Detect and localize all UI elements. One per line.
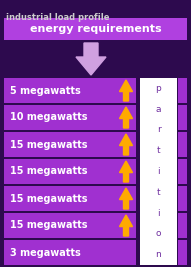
Text: 15 megawatts: 15 megawatts — [10, 139, 87, 150]
Bar — [4, 159, 136, 184]
Bar — [4, 240, 136, 265]
Text: 15 megawatts: 15 megawatts — [10, 221, 87, 230]
Bar — [140, 78, 177, 265]
Text: i: i — [157, 209, 160, 218]
Polygon shape — [120, 107, 133, 128]
Text: t: t — [157, 146, 160, 155]
Bar — [4, 186, 136, 211]
Polygon shape — [120, 80, 133, 101]
Bar — [4, 78, 136, 103]
Text: r: r — [157, 125, 160, 135]
Bar — [178, 186, 187, 211]
Text: 15 megawatts: 15 megawatts — [10, 194, 87, 203]
Bar — [178, 105, 187, 130]
Polygon shape — [120, 134, 133, 155]
Bar — [178, 132, 187, 157]
Text: i: i — [157, 167, 160, 176]
Text: 3 megawatts: 3 megawatts — [10, 248, 81, 257]
Text: p: p — [156, 84, 161, 93]
Bar — [178, 78, 187, 103]
Polygon shape — [120, 161, 133, 182]
Text: t: t — [157, 188, 160, 197]
Bar — [178, 213, 187, 238]
Text: o: o — [156, 229, 161, 238]
Text: energy requirements: energy requirements — [30, 24, 161, 34]
Text: 15 megawatts: 15 megawatts — [10, 167, 87, 176]
Text: industrial load profile: industrial load profile — [6, 13, 109, 22]
Bar — [4, 132, 136, 157]
Bar — [178, 240, 187, 265]
Bar — [4, 18, 187, 40]
Bar — [4, 213, 136, 238]
Polygon shape — [76, 43, 106, 75]
Text: 5 megawatts: 5 megawatts — [10, 85, 81, 96]
Bar — [4, 105, 136, 130]
Text: a: a — [156, 105, 161, 114]
Polygon shape — [120, 188, 133, 209]
Bar — [178, 159, 187, 184]
Text: n: n — [156, 250, 161, 259]
Text: 10 megawatts: 10 megawatts — [10, 112, 87, 123]
Polygon shape — [120, 215, 133, 236]
